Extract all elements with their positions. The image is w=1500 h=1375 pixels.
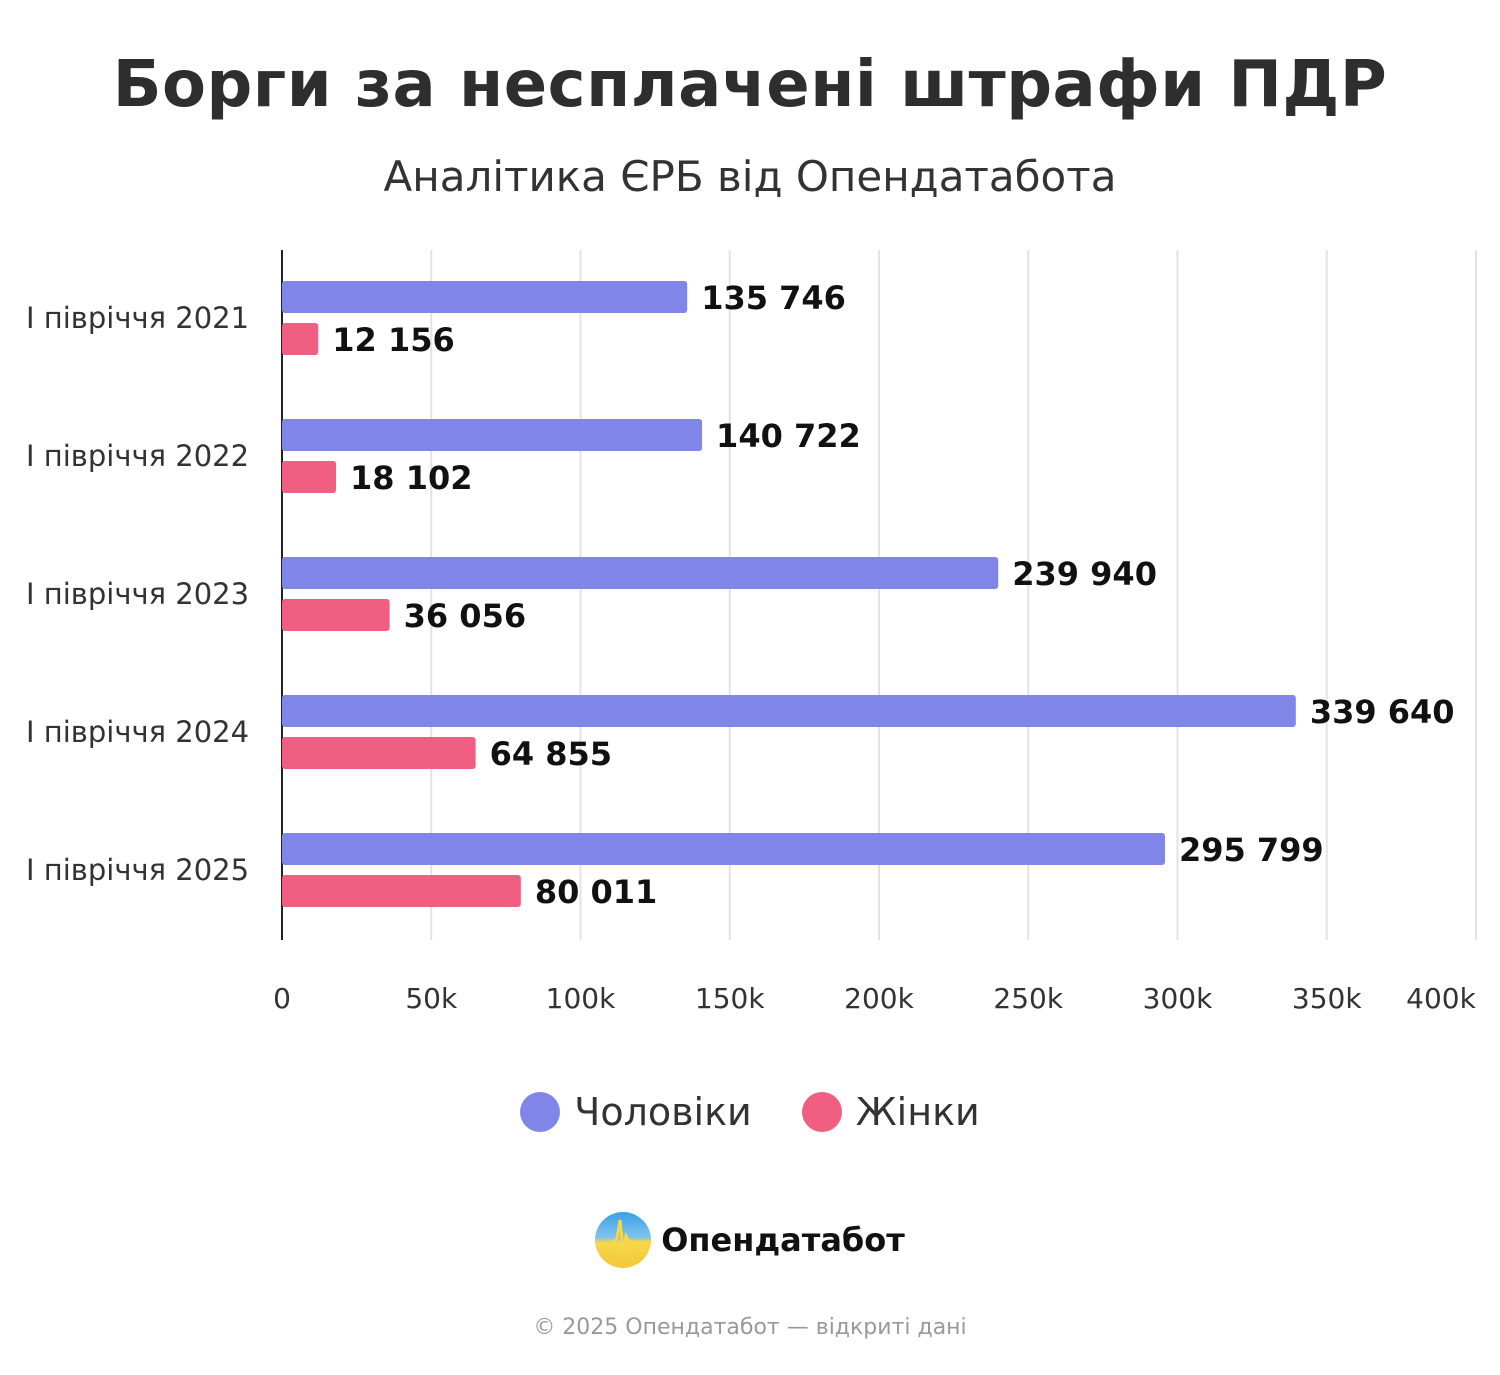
x-tick-label: 350k — [1292, 982, 1362, 1015]
data-label: 135 746 — [701, 279, 846, 317]
y-category-label: I півріччя 2021 — [26, 301, 249, 335]
x-tick-label: 400k — [1406, 982, 1476, 1015]
footer-copyright: © 2025 Опендатабот — відкриті дані — [533, 1315, 967, 1340]
legend-swatch-men — [520, 1092, 561, 1132]
x-tick-label: 250k — [993, 982, 1063, 1015]
brand-name: Опендатабот — [661, 1221, 905, 1259]
bar-men — [282, 695, 1296, 727]
bar-men — [282, 419, 703, 451]
bar-women — [282, 461, 337, 493]
bar-men — [282, 833, 1165, 865]
bar-women — [282, 875, 521, 907]
data-label: 80 011 — [535, 873, 657, 911]
data-label: 140 722 — [716, 417, 861, 455]
x-tick-label: 0 — [273, 982, 291, 1015]
legend: Чоловіки Жінки — [0, 1090, 1500, 1134]
bar-women — [282, 323, 319, 355]
x-tick-label: 200k — [844, 982, 914, 1015]
data-label: 12 156 — [332, 321, 454, 359]
chart-subtitle: Аналітика ЄРБ від Опендатабота — [383, 152, 1117, 201]
x-tick-label: 100k — [546, 982, 616, 1015]
bar-men — [282, 557, 999, 589]
legend-label-men: Чоловіки — [574, 1090, 752, 1134]
brand-logo: Опендатабот — [0, 1212, 1500, 1268]
data-label: 339 640 — [1310, 693, 1455, 731]
bar-women — [282, 599, 390, 631]
data-label: 18 102 — [350, 459, 472, 497]
y-category-label: I півріччя 2024 — [26, 715, 249, 749]
x-tick-label: 300k — [1143, 982, 1213, 1015]
opendatabot-logo-icon — [595, 1212, 652, 1268]
legend-item-women: Жінки — [801, 1090, 980, 1134]
bar-women — [282, 737, 476, 769]
x-tick-label: 150k — [695, 982, 765, 1015]
data-label: 36 056 — [404, 597, 526, 635]
y-category-label: I півріччя 2022 — [26, 439, 249, 473]
chart-title: Борги за несплачені штрафи ПДР — [112, 48, 1388, 122]
legend-item-men: Чоловіки — [520, 1090, 752, 1134]
y-category-label: I півріччя 2025 — [26, 853, 249, 887]
bar-men — [282, 281, 688, 313]
data-label: 64 855 — [490, 735, 612, 773]
legend-swatch-women — [801, 1092, 842, 1132]
data-label: 295 799 — [1179, 831, 1324, 869]
y-category-label: I півріччя 2023 — [26, 577, 249, 611]
legend-label-women: Жінки — [855, 1090, 980, 1134]
x-tick-label: 50k — [405, 982, 458, 1015]
data-label: 239 940 — [1012, 555, 1157, 593]
